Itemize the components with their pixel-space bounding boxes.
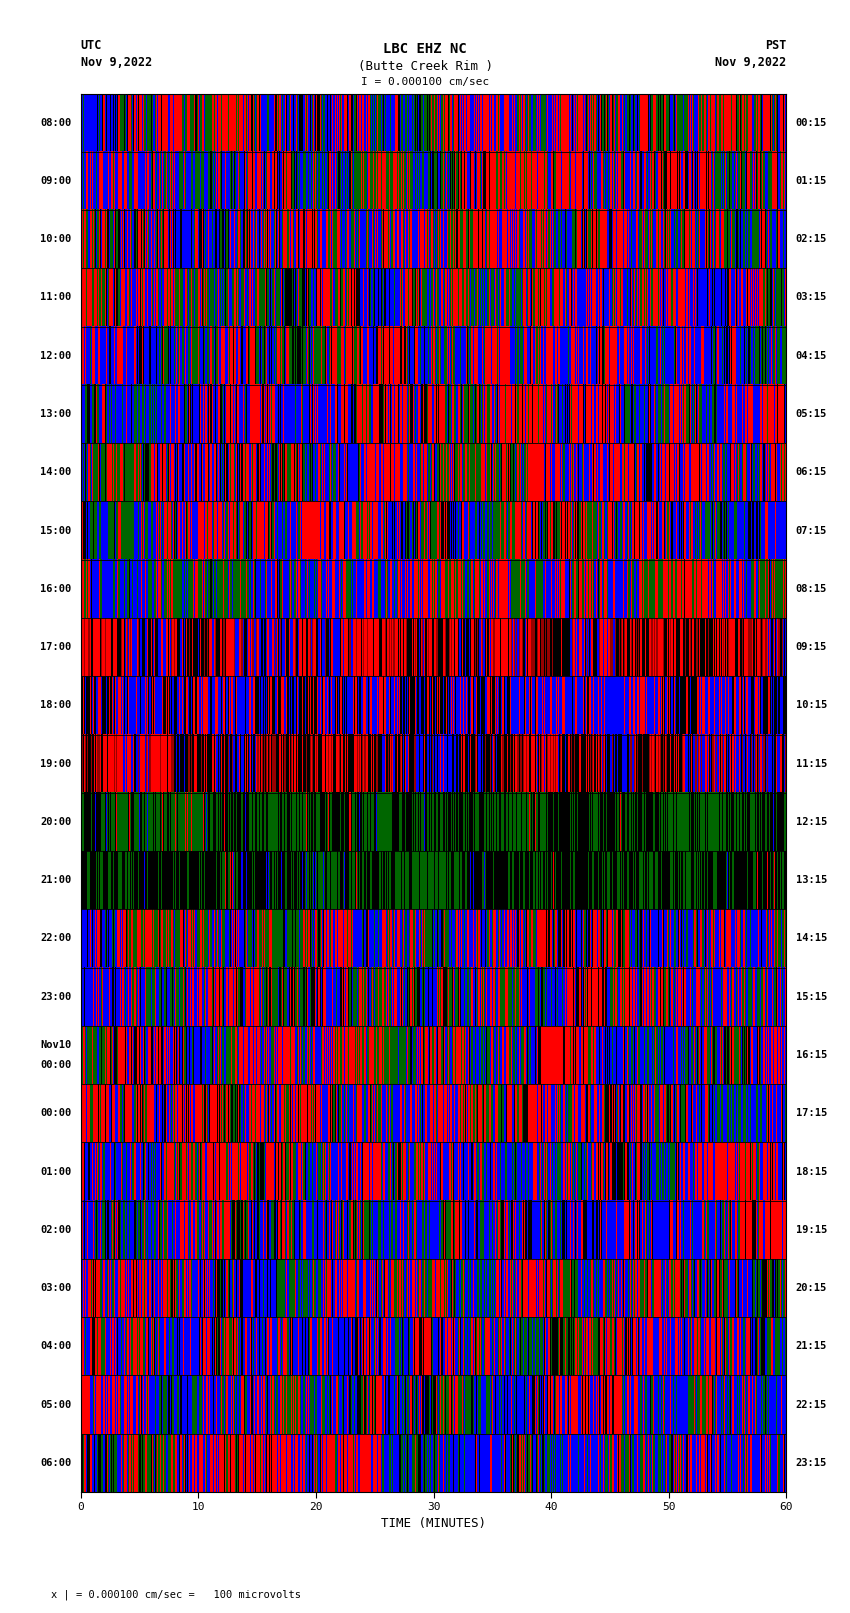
Text: 13:15: 13:15 <box>796 876 827 886</box>
Text: PST: PST <box>765 39 786 52</box>
Text: 08:00: 08:00 <box>40 118 71 127</box>
Text: 14:00: 14:00 <box>40 468 71 477</box>
Text: 17:00: 17:00 <box>40 642 71 652</box>
Text: 00:00: 00:00 <box>40 1060 71 1071</box>
Text: 15:00: 15:00 <box>40 526 71 536</box>
Text: 10:15: 10:15 <box>796 700 827 710</box>
Text: 09:15: 09:15 <box>796 642 827 652</box>
Text: 21:15: 21:15 <box>796 1342 827 1352</box>
Text: 15:15: 15:15 <box>796 992 827 1002</box>
Text: 13:00: 13:00 <box>40 410 71 419</box>
Text: 12:15: 12:15 <box>796 816 827 827</box>
Text: 09:00: 09:00 <box>40 176 71 185</box>
Text: 23:00: 23:00 <box>40 992 71 1002</box>
Text: 22:00: 22:00 <box>40 934 71 944</box>
Text: 16:15: 16:15 <box>796 1050 827 1060</box>
Text: 22:15: 22:15 <box>796 1400 827 1410</box>
Text: UTC: UTC <box>81 39 102 52</box>
Text: 00:00: 00:00 <box>40 1108 71 1118</box>
Text: 04:15: 04:15 <box>796 350 827 361</box>
Text: 17:15: 17:15 <box>796 1108 827 1118</box>
Text: 20:15: 20:15 <box>796 1282 827 1294</box>
Text: 07:15: 07:15 <box>796 526 827 536</box>
Text: 01:00: 01:00 <box>40 1166 71 1176</box>
Text: 18:15: 18:15 <box>796 1166 827 1176</box>
Text: 20:00: 20:00 <box>40 816 71 827</box>
Text: 19:00: 19:00 <box>40 758 71 769</box>
Text: 18:00: 18:00 <box>40 700 71 710</box>
Text: 19:15: 19:15 <box>796 1224 827 1236</box>
Text: 00:15: 00:15 <box>796 118 827 127</box>
Text: 03:15: 03:15 <box>796 292 827 303</box>
Text: Nov 9,2022: Nov 9,2022 <box>81 56 152 69</box>
Text: 06:00: 06:00 <box>40 1458 71 1468</box>
Text: Nov 9,2022: Nov 9,2022 <box>715 56 786 69</box>
Text: 03:00: 03:00 <box>40 1282 71 1294</box>
Text: 02:00: 02:00 <box>40 1224 71 1236</box>
Text: 05:15: 05:15 <box>796 410 827 419</box>
Text: 04:00: 04:00 <box>40 1342 71 1352</box>
Text: 06:15: 06:15 <box>796 468 827 477</box>
Text: 02:15: 02:15 <box>796 234 827 244</box>
Text: 12:00: 12:00 <box>40 350 71 361</box>
Text: 08:15: 08:15 <box>796 584 827 594</box>
Text: 21:00: 21:00 <box>40 876 71 886</box>
Text: (Butte Creek Rim ): (Butte Creek Rim ) <box>358 60 492 73</box>
Text: Nov10: Nov10 <box>40 1039 71 1050</box>
Text: I = 0.000100 cm/sec: I = 0.000100 cm/sec <box>361 77 489 87</box>
Text: 01:15: 01:15 <box>796 176 827 185</box>
Text: 16:00: 16:00 <box>40 584 71 594</box>
Text: LBC EHZ NC: LBC EHZ NC <box>383 42 467 56</box>
Text: 14:15: 14:15 <box>796 934 827 944</box>
Text: x | = 0.000100 cm/sec =   100 microvolts: x | = 0.000100 cm/sec = 100 microvolts <box>51 1589 301 1600</box>
Text: 11:00: 11:00 <box>40 292 71 303</box>
X-axis label: TIME (MINUTES): TIME (MINUTES) <box>381 1516 486 1529</box>
Text: 05:00: 05:00 <box>40 1400 71 1410</box>
Text: 11:15: 11:15 <box>796 758 827 769</box>
Text: 10:00: 10:00 <box>40 234 71 244</box>
Text: 23:15: 23:15 <box>796 1458 827 1468</box>
